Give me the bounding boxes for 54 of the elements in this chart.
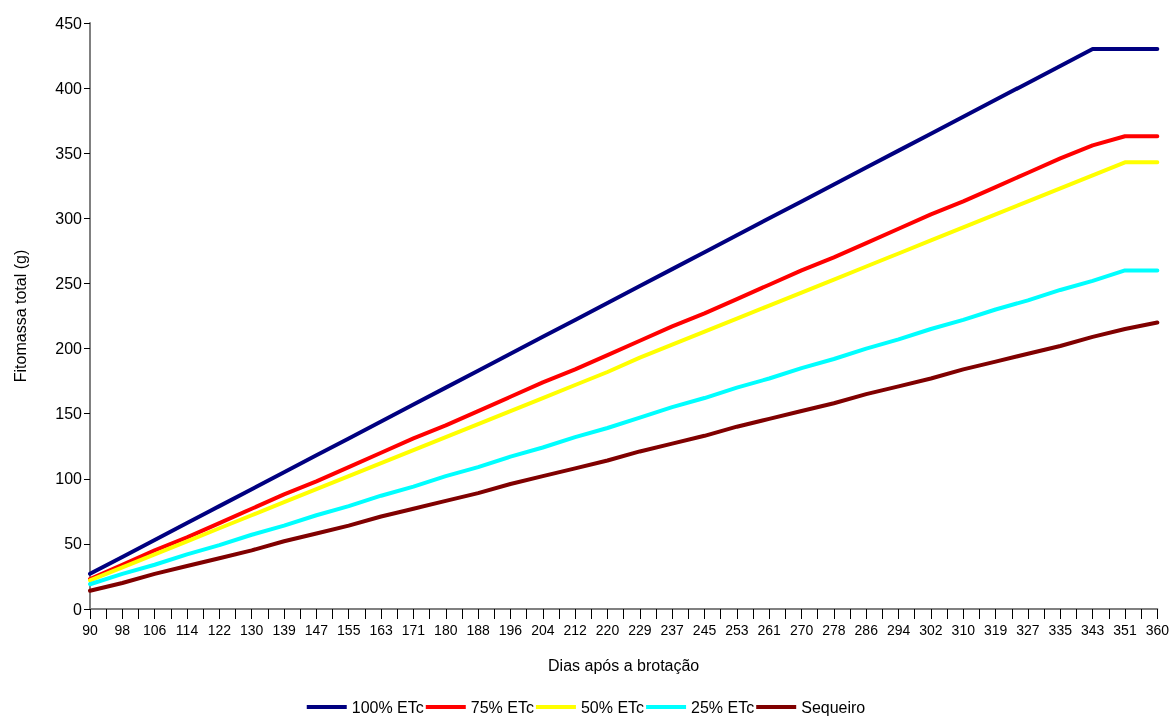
x-tick-label: 171 bbox=[401, 622, 426, 638]
legend-label: 25% ETc bbox=[691, 698, 755, 716]
x-tick-label: 163 bbox=[369, 622, 393, 638]
x-tick-label: 147 bbox=[304, 622, 329, 638]
x-tick-label: 180 bbox=[434, 622, 458, 638]
y-tick-label: 50 bbox=[64, 535, 83, 553]
x-tick-label: 278 bbox=[822, 622, 846, 638]
x-tick-label: 302 bbox=[919, 622, 943, 638]
x-tick-label: 343 bbox=[1080, 622, 1105, 638]
legend-label: Sequeiro bbox=[801, 698, 866, 716]
y-tick-label: 200 bbox=[55, 340, 83, 358]
x-tick-label: 253 bbox=[725, 622, 749, 638]
x-tick-label: 310 bbox=[951, 622, 976, 638]
x-tick-label: 204 bbox=[531, 622, 555, 638]
x-tick-label: 220 bbox=[595, 622, 620, 638]
x-tick-label: 155 bbox=[337, 622, 361, 638]
x-tick-label: 98 bbox=[114, 622, 131, 638]
x-tick-label: 188 bbox=[466, 622, 491, 638]
x-tick-label: 139 bbox=[272, 622, 296, 638]
x-tick-label: 270 bbox=[789, 622, 814, 638]
y-tick-label: 0 bbox=[73, 600, 83, 618]
x-tick-label: 294 bbox=[886, 622, 911, 638]
x-tick-label: 130 bbox=[240, 622, 264, 638]
line-series bbox=[88, 47, 1160, 576]
y-tick-label: 100 bbox=[55, 470, 83, 488]
y-tick-label: 400 bbox=[55, 79, 83, 97]
y-tick-label: 150 bbox=[55, 405, 83, 423]
legend-label: 50% ETc bbox=[580, 698, 645, 716]
x-tick-label: 122 bbox=[207, 622, 232, 638]
y-tick-label: 350 bbox=[55, 144, 83, 162]
x-tick-label: 327 bbox=[1016, 622, 1040, 638]
x-tick-label: 90 bbox=[82, 622, 98, 638]
x-tick-label: 245 bbox=[692, 622, 717, 638]
x-tick-label: 351 bbox=[1113, 622, 1137, 638]
x-axis-title: Dias após a brotação bbox=[548, 656, 700, 674]
y-tick-label: 450 bbox=[55, 14, 83, 32]
x-tick-label: 335 bbox=[1048, 622, 1073, 638]
x-tick-label: 319 bbox=[983, 622, 1008, 638]
x-tick-label: 229 bbox=[628, 622, 652, 638]
x-tick-label: 261 bbox=[757, 622, 782, 638]
x-tick-label: 286 bbox=[854, 622, 879, 638]
legend-label: 75% ETc bbox=[470, 698, 534, 716]
line-series bbox=[88, 320, 1160, 593]
x-tick-label: 196 bbox=[498, 622, 523, 638]
x-tick-label: 237 bbox=[660, 622, 685, 638]
y-axis-title: Fitomassa total (g) bbox=[11, 249, 29, 383]
x-tick-label: 212 bbox=[563, 622, 588, 638]
x-tick-label: 114 bbox=[175, 622, 199, 638]
x-tick-label: 106 bbox=[143, 622, 167, 638]
y-tick-label: 300 bbox=[55, 209, 83, 227]
line-series bbox=[88, 268, 1160, 587]
x-tick-label: 360 bbox=[1145, 622, 1170, 638]
legend-label: 100% ETc bbox=[351, 698, 424, 716]
y-tick-label: 250 bbox=[55, 274, 83, 292]
